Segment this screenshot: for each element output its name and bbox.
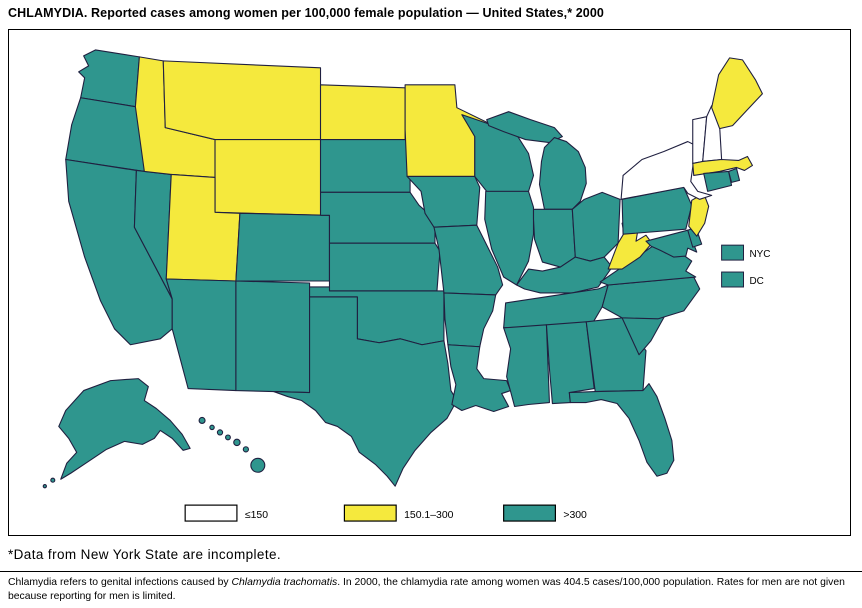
hawaii-island bbox=[242, 446, 250, 453]
state-new-york bbox=[620, 141, 713, 200]
state-arkansas bbox=[443, 292, 497, 348]
state-arizona bbox=[165, 278, 237, 392]
state-louisiana bbox=[447, 344, 512, 413]
state-florida bbox=[568, 383, 675, 477]
state-wyoming bbox=[214, 139, 322, 216]
hawaii-island bbox=[216, 429, 224, 436]
legend-swatch-low bbox=[184, 504, 238, 522]
footnote: *Data from New York State are incomplete… bbox=[8, 547, 282, 562]
state-north-dakota bbox=[319, 84, 406, 141]
map-frame: NYC DC ≤150 150.1–300 >300 bbox=[8, 29, 851, 536]
state-north-carolina bbox=[601, 276, 701, 320]
state-colorado bbox=[235, 212, 331, 282]
state-south-dakota bbox=[319, 139, 411, 193]
species-name: Chlamydia trachomatis bbox=[231, 577, 338, 588]
state-washington bbox=[78, 49, 140, 108]
alaska-aleutian-island bbox=[42, 484, 47, 489]
state-texas bbox=[273, 296, 458, 487]
state-michigan-lower-peninsula bbox=[538, 137, 587, 210]
state-connecticut bbox=[703, 170, 733, 192]
legend-swatch-high bbox=[503, 504, 556, 522]
state-ohio bbox=[571, 191, 621, 262]
state-alaska bbox=[58, 378, 191, 480]
legend-label-mid: 150.1–300 bbox=[404, 510, 454, 521]
divider-rule bbox=[0, 571, 862, 572]
description-text-after: . In 2000, the chlamydia rate among wome… bbox=[8, 577, 845, 602]
state-new-jersey bbox=[688, 192, 710, 237]
legend-label-low: ≤150 bbox=[245, 510, 268, 521]
state-nebraska bbox=[319, 191, 436, 244]
state-new-mexico bbox=[235, 280, 311, 394]
state-montana bbox=[162, 60, 322, 141]
state-alabama bbox=[545, 321, 595, 405]
legend-label-high: >300 bbox=[563, 510, 587, 521]
state-west-virginia bbox=[607, 216, 653, 270]
hawaii-island bbox=[225, 434, 231, 441]
state-indiana bbox=[532, 208, 576, 268]
city-legend: NYC DC bbox=[721, 244, 770, 288]
figure-description: Chlamydia refers to genital infections c… bbox=[8, 576, 856, 603]
dc-legend-label: DC bbox=[749, 276, 763, 287]
us-choropleth-map: NYC DC ≤150 150.1–300 >300 bbox=[42, 49, 770, 522]
class-legend: ≤150 150.1–300 >300 bbox=[184, 504, 587, 522]
state-kentucky bbox=[516, 256, 613, 294]
legend-swatch-mid bbox=[343, 504, 397, 522]
hawaii-big-island bbox=[250, 457, 266, 473]
figure-title: CHLAMYDIA. Reported cases among women pe… bbox=[8, 6, 604, 20]
hawaii-island bbox=[209, 424, 215, 431]
state-mississippi bbox=[503, 324, 550, 408]
hawaii-island bbox=[233, 438, 241, 447]
dc-legend-swatch bbox=[721, 271, 745, 288]
state-maine bbox=[711, 57, 763, 130]
state-kansas bbox=[328, 242, 441, 292]
description-text-before: Chlamydia refers to genital infections c… bbox=[8, 577, 232, 588]
state-missouri bbox=[433, 224, 504, 296]
alaska-aleutian-island bbox=[50, 477, 56, 483]
nyc-legend-swatch bbox=[721, 244, 745, 261]
state-illinois bbox=[484, 190, 535, 286]
hawaii-island bbox=[198, 416, 206, 424]
nyc-legend-label: NYC bbox=[749, 249, 770, 260]
